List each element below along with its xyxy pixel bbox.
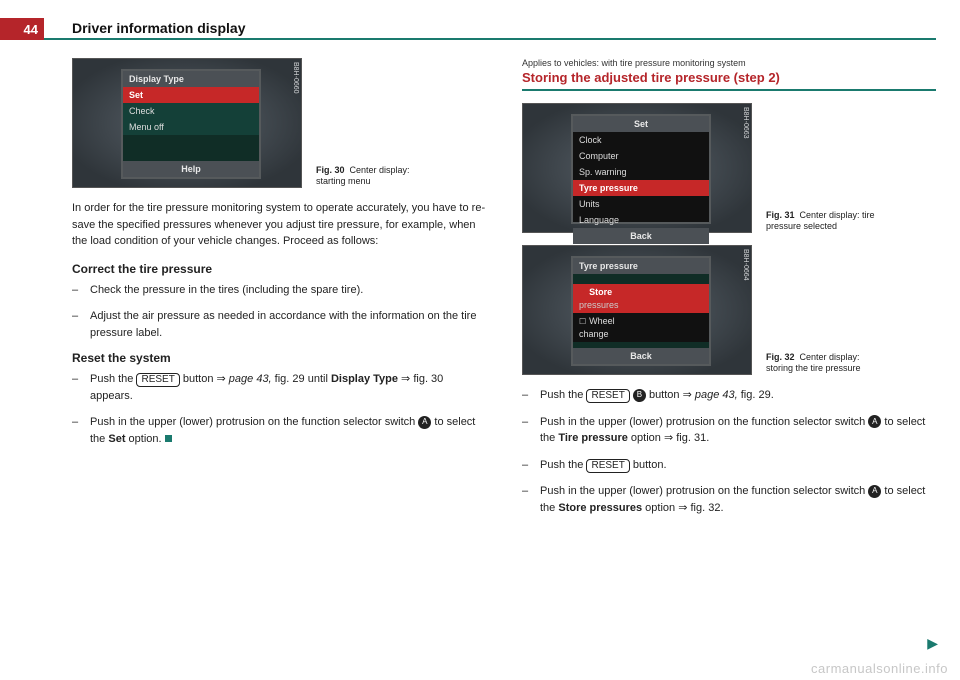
list-item: – Push in the upper (lower) protrusion o… — [72, 414, 486, 447]
selector-a-icon: A — [868, 485, 881, 498]
list-item: – Push the RESET button ⇒ page 43, fig. … — [72, 371, 486, 404]
fig30-caption: Fig. 30 Center display: starting menu — [316, 165, 436, 188]
image-tag: B8H-0663 — [742, 107, 749, 139]
intro-paragraph: In order for the tire pressure monitorin… — [72, 200, 486, 250]
screen-row: pressures — [573, 300, 709, 313]
reset-button-label: RESET — [586, 459, 629, 473]
heading-correct: Correct the tire pressure — [72, 262, 486, 276]
fig32-caption: Fig. 32 Center display: storing the tire… — [766, 352, 886, 375]
screen-title: Tyre pressure — [573, 258, 709, 274]
selector-b-icon: B — [633, 389, 646, 402]
screen-footer: Help — [123, 161, 259, 177]
list-item: – Push in the upper (lower) protrusion o… — [522, 483, 936, 516]
watermark: carmanualsonline.info — [811, 661, 948, 676]
screen-title: Set — [573, 116, 709, 132]
screen-footer: Back — [573, 348, 709, 364]
fig31-image: B8H-0663 Set Clock Computer Sp. warning … — [522, 103, 752, 233]
header-rule: Driver information display — [44, 18, 936, 40]
list-item: – Push the RESET button. — [522, 457, 936, 474]
selector-a-icon: A — [868, 415, 881, 428]
screen-row: Sp. warning — [573, 164, 709, 180]
screen-row: Tyre pressure — [573, 180, 709, 196]
fig31-caption: Fig. 31 Center display: tire pressure se… — [766, 210, 886, 233]
heading-reset: Reset the system — [72, 351, 486, 365]
screen-footer: Back — [573, 228, 709, 244]
reset-button-label: RESET — [586, 389, 629, 403]
list-item: –Adjust the air pressure as needed in ac… — [72, 308, 486, 341]
image-tag: B8H-0664 — [742, 249, 749, 281]
screen-row: Set — [123, 87, 259, 103]
list-item: –Check the pressure in the tires (includ… — [72, 282, 486, 299]
screen-row: Check — [123, 103, 259, 119]
screen-row: Menu off — [123, 119, 259, 135]
section-header: Driver information display — [72, 20, 245, 36]
screen-row: Language — [573, 212, 709, 228]
screen-title: Display Type — [123, 71, 259, 87]
screen-row: Store — [573, 284, 709, 300]
page-number-tab: 44 — [0, 18, 44, 40]
screen-row: Computer — [573, 148, 709, 164]
applies-note: Applies to vehicles: with tire pressure … — [522, 58, 936, 68]
list-item: – Push in the upper (lower) protrusion o… — [522, 414, 936, 447]
screen-row: Wheel — [573, 313, 709, 329]
fig30-image: B8H-0660 Display Type Set Check Menu off… — [72, 58, 302, 188]
image-tag: B8H-0660 — [292, 62, 299, 94]
list-item: – Push the RESET B button ⇒ page 43, fig… — [522, 387, 936, 404]
left-column: B8H-0660 Display Type Set Check Menu off… — [72, 58, 486, 660]
reset-button-label: RESET — [136, 373, 179, 387]
screen-row: Clock — [573, 132, 709, 148]
end-square-icon — [165, 435, 172, 442]
screen-row: Units — [573, 196, 709, 212]
section-title: Storing the adjusted tire pressure (step… — [522, 70, 936, 91]
continue-arrow-icon: ▶ — [927, 635, 938, 652]
right-column: Applies to vehicles: with tire pressure … — [522, 58, 936, 660]
selector-a-icon: A — [418, 416, 431, 429]
fig32-image: B8H-0664 Tyre pressure Store pressures W… — [522, 245, 752, 375]
screen-row: change — [573, 329, 709, 342]
